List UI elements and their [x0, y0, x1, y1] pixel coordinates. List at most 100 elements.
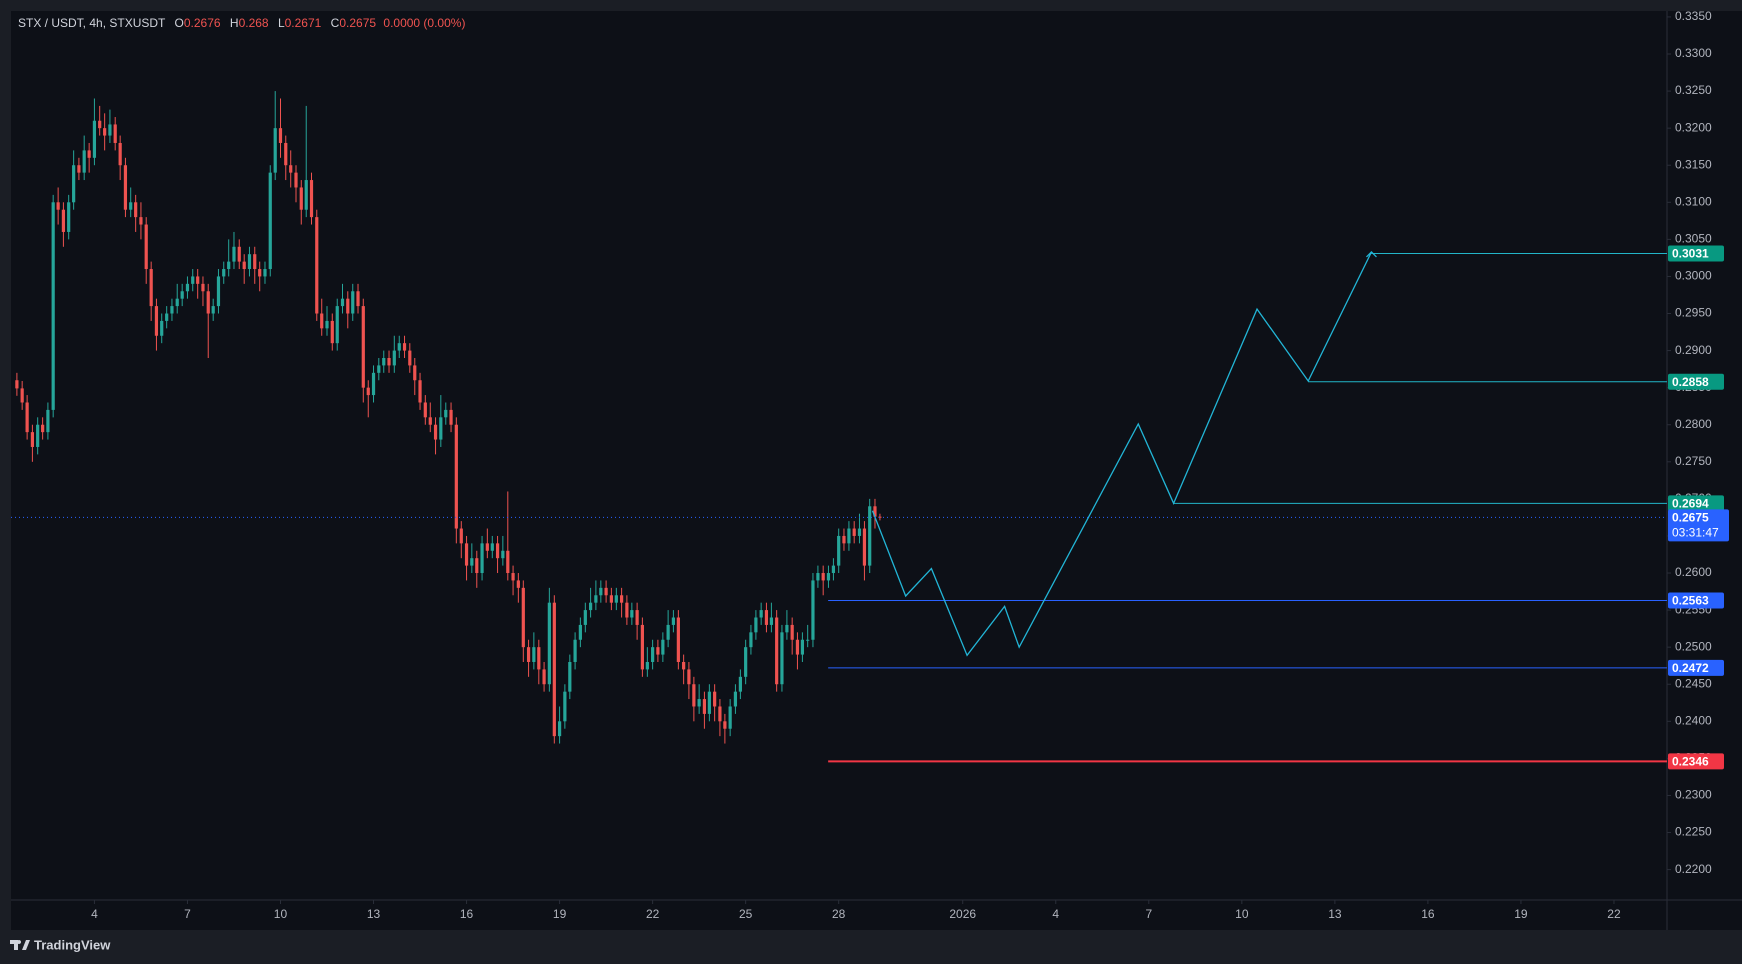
y-tick-label: 0.3200	[1675, 120, 1712, 134]
ohlc-letter: O	[175, 16, 184, 30]
candle-body	[816, 573, 820, 581]
y-tick-label: 0.2250	[1675, 825, 1712, 839]
candle-body	[620, 595, 624, 603]
x-tick-label: 16	[460, 907, 474, 921]
level-label: 0.2694	[1672, 496, 1709, 510]
candle-body	[340, 298, 345, 307]
candle-body	[651, 647, 655, 662]
candle-body	[842, 535, 846, 544]
candle-body	[625, 602, 629, 618]
candle-body	[588, 602, 593, 611]
candle-body	[459, 528, 463, 544]
change: 0.0000 (0.00%)	[383, 16, 465, 30]
candle-body	[56, 202, 60, 210]
candle-body	[682, 661, 686, 670]
candle-body	[749, 632, 753, 648]
candle-body	[868, 506, 872, 566]
candle-body	[614, 595, 618, 603]
last-price-label: 0.2675	[1672, 511, 1709, 525]
candle-body	[227, 261, 231, 270]
candle-body	[263, 269, 267, 277]
candle-body	[480, 543, 484, 574]
candle-body	[769, 617, 773, 625]
candle-body	[733, 691, 738, 707]
ohlc-value: 0.268	[239, 16, 269, 30]
candle-body	[449, 409, 453, 425]
candle-body	[397, 343, 401, 351]
candle-body	[284, 142, 288, 166]
candle-body	[697, 699, 701, 707]
candle-body	[149, 269, 153, 307]
candle-body	[113, 124, 117, 143]
candle-body	[604, 587, 608, 596]
candle-body	[216, 276, 221, 307]
candle-body	[578, 624, 582, 640]
last-price-box	[1668, 509, 1729, 542]
candle-body	[175, 298, 179, 307]
candle-body	[821, 573, 825, 581]
candle-body	[645, 661, 649, 670]
candle-body	[454, 424, 458, 529]
candle-body	[563, 691, 567, 722]
candle-body	[330, 320, 334, 344]
x-tick-label: 4	[91, 907, 98, 921]
candle-body	[728, 706, 732, 729]
x-tick-label: 28	[832, 907, 846, 921]
candle-body	[764, 610, 769, 625]
x-tick-label: 19	[1514, 907, 1528, 921]
candle-body	[165, 313, 169, 321]
candle-body	[537, 647, 541, 670]
candle-body	[475, 558, 479, 574]
candle-body	[795, 639, 800, 655]
x-tick-label: 25	[739, 907, 753, 921]
candle-body	[351, 291, 355, 314]
time-axis	[11, 900, 1742, 930]
candle-body	[790, 624, 794, 640]
candle-body	[428, 417, 432, 425]
candle-body	[242, 261, 246, 270]
candle-body	[847, 528, 851, 544]
candle-body	[687, 669, 691, 685]
candle-body	[87, 150, 91, 158]
candle-body	[666, 624, 670, 640]
x-tick-label: 10	[1235, 907, 1249, 921]
y-tick-label: 0.2950	[1675, 306, 1712, 320]
y-tick-label: 0.3100	[1675, 194, 1712, 208]
candle-body	[671, 617, 676, 625]
candle-body	[206, 291, 210, 314]
projection-arrow	[1366, 251, 1377, 258]
candle-body	[154, 306, 159, 336]
candle-body	[103, 128, 107, 136]
candle-body	[20, 388, 24, 403]
candle-body	[692, 684, 696, 707]
candle-body	[862, 528, 867, 566]
x-tick-label: 22	[1607, 907, 1621, 921]
y-tick-label: 0.3250	[1675, 83, 1712, 97]
candle-body	[211, 306, 215, 314]
candle-body	[744, 647, 748, 677]
y-tick-label: 0.2900	[1675, 343, 1712, 357]
candle-body	[304, 180, 308, 210]
candle-body	[98, 120, 102, 129]
countdown: 03:31:47	[1672, 526, 1719, 540]
candle-body	[594, 595, 598, 603]
candle-body	[253, 254, 257, 270]
candle-body	[676, 617, 680, 662]
candle-body	[289, 165, 293, 173]
candle-body	[315, 217, 319, 314]
candle-body	[485, 543, 489, 551]
projection-line	[871, 251, 1373, 657]
level-label-box	[1668, 592, 1724, 609]
candle-body	[785, 624, 789, 633]
candle-body	[775, 617, 779, 685]
ohlc-value: 0.2671	[285, 16, 322, 30]
candle-body	[418, 380, 422, 403]
plot	[11, 91, 1667, 763]
candle-body	[36, 424, 40, 447]
level-label: 0.2563	[1672, 594, 1709, 608]
candle-body	[335, 306, 339, 344]
candle-body	[707, 691, 711, 714]
candle-body	[67, 202, 71, 232]
candle-body	[433, 424, 438, 440]
x-tick-label: 13	[367, 907, 381, 921]
